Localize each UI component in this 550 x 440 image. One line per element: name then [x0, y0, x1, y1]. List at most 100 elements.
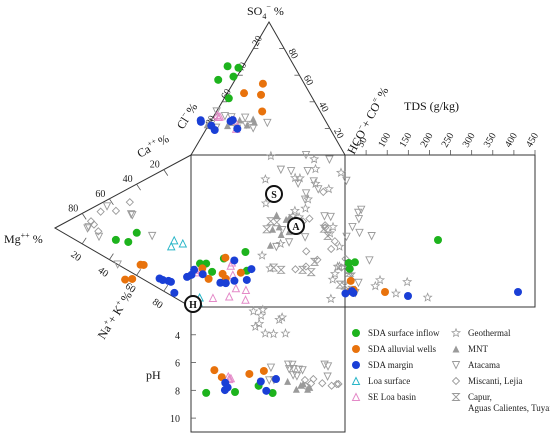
sample-point: [207, 121, 216, 130]
legend-label: Geothermal: [468, 328, 511, 338]
sample-point: [273, 211, 281, 219]
mg-tick-label: 20: [68, 249, 83, 264]
so4-axis-title: SO4−%: [247, 2, 284, 21]
sample-point: [284, 238, 294, 247]
sample-point: [301, 262, 311, 271]
data-points: [83, 62, 522, 397]
nak-axis-title: Na++ K+%: [94, 288, 135, 341]
sample-point: [275, 223, 283, 231]
sample-point: [348, 222, 357, 232]
sample-point: [327, 381, 336, 390]
sample-point: [284, 377, 292, 385]
tds-tick-label: 50: [355, 135, 370, 149]
sample-point: [305, 214, 314, 223]
tds-tick-label: 150: [397, 131, 414, 149]
ph-panel: [190, 306, 346, 433]
sample-point: [334, 241, 345, 251]
tds-tick-label: 450: [524, 131, 541, 149]
sample-point: [236, 116, 244, 124]
sample-point: [325, 293, 336, 304]
sample-point: [229, 72, 238, 81]
legend-label: SDA margin: [368, 360, 414, 370]
sample-point: [347, 287, 356, 296]
sample-point: [320, 212, 329, 221]
sample-point: [274, 314, 285, 325]
sample-point: [309, 374, 318, 384]
marker-s: S: [265, 185, 283, 203]
sample-point: [309, 153, 320, 164]
sample-point: [450, 327, 462, 338]
sample-point: [169, 235, 179, 245]
na-tick: [81, 237, 87, 245]
sample-point: [231, 283, 241, 293]
legend-item: SDA surface inflow: [352, 328, 440, 338]
sample-point: [240, 113, 250, 123]
sample-point: [514, 288, 522, 296]
sample-point: [224, 291, 234, 301]
sample-point: [266, 241, 274, 249]
hco3-tick-label: 20: [331, 127, 345, 141]
ca-tick-label: 20: [150, 160, 160, 171]
sample-point: [269, 263, 279, 272]
sample-point: [226, 261, 236, 270]
sample-point: [183, 272, 192, 281]
sample-point: [390, 288, 401, 298]
sample-point: [301, 189, 311, 198]
sample-point: [260, 197, 271, 208]
sample-point: [434, 236, 442, 244]
svg-text:A: A: [292, 222, 300, 233]
marker-h: H: [184, 295, 202, 313]
sample-point: [245, 369, 254, 378]
sample-point: [111, 206, 121, 215]
sample-point: [330, 237, 339, 246]
sample-point: [325, 155, 334, 165]
sample-point: [96, 207, 105, 216]
sample-point: [204, 274, 213, 283]
sample-point: [355, 228, 364, 238]
sample-point: [231, 388, 240, 397]
sample-point: [292, 372, 302, 381]
sample-point: [257, 90, 266, 99]
ca-tick-label: 60: [95, 189, 105, 200]
legend-label: Miscanti, Lejia: [468, 376, 522, 386]
anion-triangle: [190, 21, 346, 156]
sample-point: [220, 112, 230, 121]
ca-axis-title: Ca++%: [134, 130, 171, 160]
sample-point: [352, 345, 360, 353]
sample-point: [277, 231, 285, 239]
sample-point: [260, 328, 271, 338]
sample-point: [352, 361, 360, 369]
sample-point: [224, 94, 233, 103]
legend-item: Geothermal: [450, 327, 511, 338]
sample-point: [323, 183, 334, 194]
tds-tick-label: 100: [376, 131, 393, 149]
sample-point: [342, 176, 351, 186]
sample-point: [268, 328, 279, 339]
sample-point: [260, 174, 271, 184]
legend-label: SDA surface inflow: [368, 328, 440, 338]
sample-point: [321, 223, 330, 232]
sample-point: [126, 210, 136, 219]
sample-point: [289, 205, 300, 216]
grid-ticks: [81, 48, 536, 419]
sample-point: [215, 111, 225, 121]
sample-point: [113, 260, 122, 269]
sample-point: [221, 279, 230, 288]
sample-point: [170, 288, 179, 297]
sample-point: [306, 268, 316, 277]
sample-point: [210, 366, 219, 375]
sample-point: [84, 223, 93, 232]
sample-point: [346, 276, 355, 285]
legend-label: SDA alluvial wells: [368, 344, 436, 354]
sample-point: [250, 321, 261, 332]
legend-item: Capur,Aguas Calientes, Tuyaito: [451, 392, 550, 413]
legend-item: Atacama: [451, 360, 500, 370]
sample-point: [247, 265, 256, 274]
sample-point: [214, 75, 223, 84]
sample-point: [236, 268, 245, 277]
sample-point: [132, 228, 141, 237]
legend-label: MNT: [468, 344, 489, 354]
sample-point: [404, 292, 412, 300]
sample-point: [323, 362, 333, 371]
